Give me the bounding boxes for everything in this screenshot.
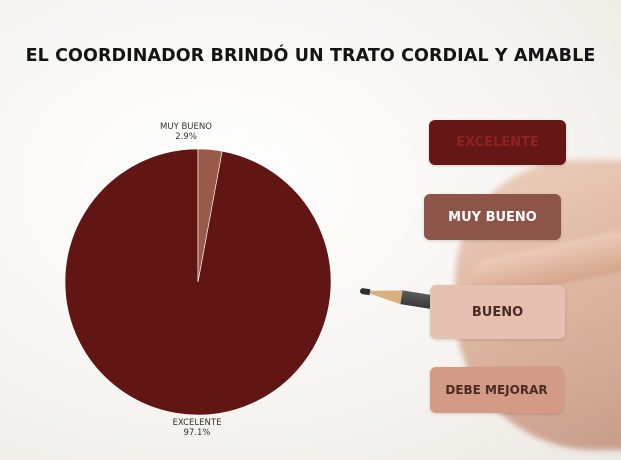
slice-label-muy-bueno: MUY BUENO 2.9% — [141, 122, 231, 142]
slice-label-excelente-percent: 97.1% — [183, 428, 211, 438]
legend-muy-bueno[interactable]: MUY BUENO — [424, 194, 561, 240]
legend-debe-mejorar[interactable]: DEBE MEJORAR — [430, 367, 563, 413]
slice-label-muy-bueno-name: MUY BUENO — [160, 122, 212, 132]
legend-bueno[interactable]: BUENO — [430, 285, 565, 339]
pie-slice-muy-bueno — [197, 148, 223, 283]
slice-label-muy-bueno-percent: 2.9% — [175, 132, 197, 142]
slice-label-excelente: EXCELENTE 97.1% — [152, 418, 242, 438]
legend-excelente[interactable]: EXCELENTE — [429, 120, 566, 165]
chart-title: EL COORDINADOR BRINDÓ UN TRATO CORDIAL Y… — [25, 46, 596, 66]
slice-label-excelente-name: EXCELENTE — [172, 418, 222, 428]
